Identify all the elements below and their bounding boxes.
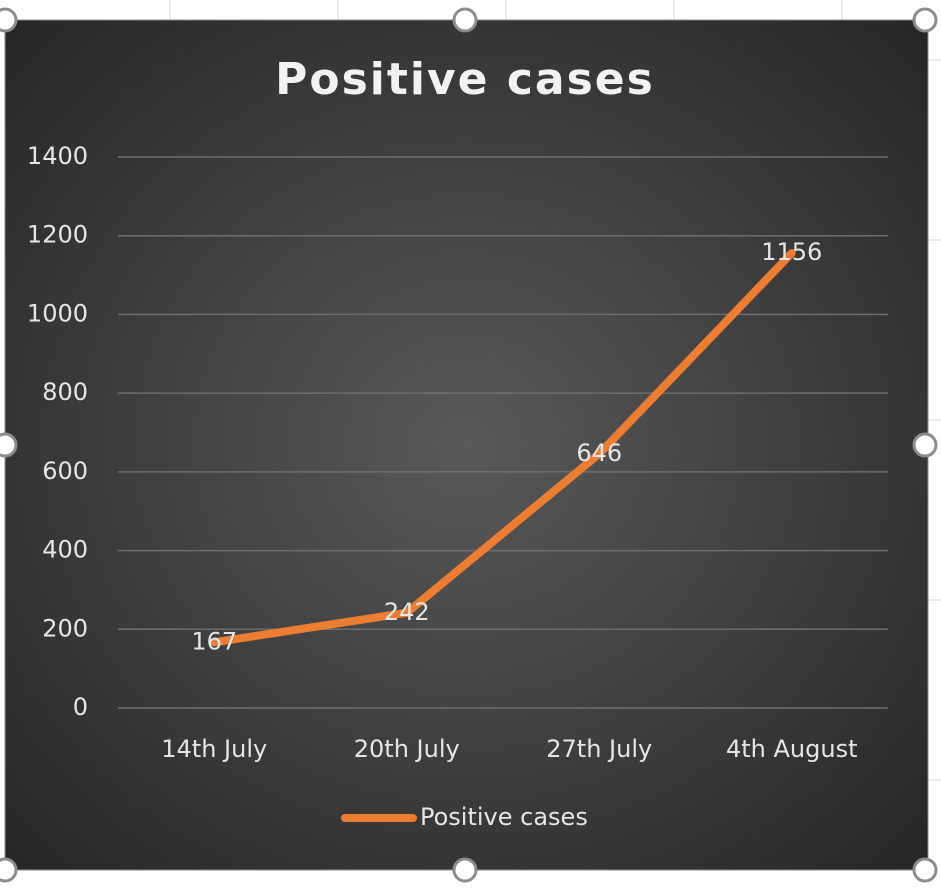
plot-area: 0 200 400 600 800 1000 1200 1400 14th July 20th J…	[27, 142, 888, 831]
y-tick-label: 0	[73, 693, 88, 721]
y-tick-label: 800	[42, 378, 88, 406]
x-tick-label: 4th August	[726, 735, 858, 763]
y-tick-label: 200	[42, 614, 88, 642]
handle[interactable]	[0, 7, 18, 33]
data-label: 242	[384, 598, 430, 626]
sheet-grid	[169, 0, 941, 781]
data-label: 646	[576, 439, 622, 467]
x-tick-label: 27th July	[546, 735, 652, 763]
handle[interactable]	[0, 432, 18, 458]
handle[interactable]	[912, 432, 938, 458]
chart-area[interactable]	[4, 19, 929, 871]
selection-handles	[0, 7, 938, 883]
data-label: 1156	[761, 238, 822, 266]
x-tick-label: 14th July	[161, 735, 267, 763]
y-tick-label: 1400	[27, 142, 88, 170]
legend-label: Positive cases	[420, 803, 588, 831]
y-tick-label: 1000	[27, 299, 88, 327]
handle[interactable]	[912, 7, 938, 33]
data-line	[210, 249, 796, 647]
y-tick-label: 400	[42, 536, 88, 564]
handle[interactable]	[452, 857, 478, 883]
y-tick-label: 1200	[27, 221, 88, 249]
y-tick-label: 600	[42, 457, 88, 485]
chart-title: Positive cases	[275, 54, 655, 105]
handle[interactable]	[0, 857, 18, 883]
handle[interactable]	[452, 7, 478, 33]
handle[interactable]	[912, 857, 938, 883]
x-tick-label: 20th July	[354, 735, 460, 763]
data-label: 167	[191, 627, 237, 655]
